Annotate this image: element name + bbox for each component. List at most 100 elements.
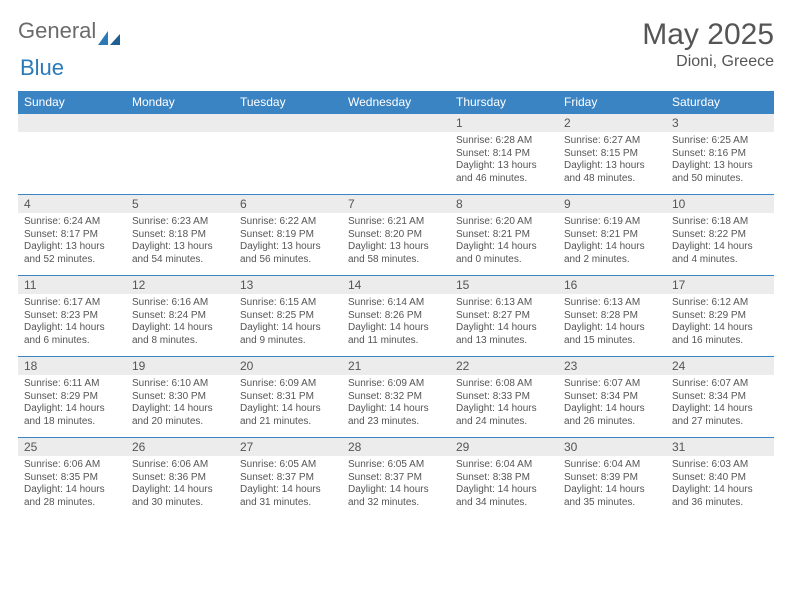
brand-part2: Blue [20,55,64,81]
day-cell: 11Sunrise: 6:17 AMSunset: 8:23 PMDayligh… [18,276,126,356]
calendar: Sunday Monday Tuesday Wednesday Thursday… [18,91,774,518]
day-cell: 28Sunrise: 6:05 AMSunset: 8:37 PMDayligh… [342,438,450,518]
sunset-text: Sunset: 8:21 PM [564,229,660,242]
day-cell: 15Sunrise: 6:13 AMSunset: 8:27 PMDayligh… [450,276,558,356]
daylight-text: Daylight: 13 hours and 50 minutes. [672,160,768,185]
day-cell: 5Sunrise: 6:23 AMSunset: 8:18 PMDaylight… [126,195,234,275]
day-body: Sunrise: 6:12 AMSunset: 8:29 PMDaylight:… [666,294,774,356]
day-body: Sunrise: 6:25 AMSunset: 8:16 PMDaylight:… [666,132,774,194]
sunrise-text: Sunrise: 6:21 AM [348,216,444,229]
daylight-text: Daylight: 14 hours and 6 minutes. [24,322,120,347]
sunrise-text: Sunrise: 6:06 AM [132,459,228,472]
day-number: 28 [342,438,450,456]
day-cell: 4 Sunrise: 6:24 AMSunset: 8:17 PMDaylight… [18,195,126,275]
day-number: 12 [126,276,234,294]
day-number: 20 [234,357,342,375]
sunset-text: Sunset: 8:29 PM [24,391,120,404]
day-body: Sunrise: 6:07 AMSunset: 8:34 PMDaylight:… [666,375,774,437]
sunrise-text: Sunrise: 6:16 AM [132,297,228,310]
sunset-text: Sunset: 8:37 PM [240,472,336,485]
sunset-text: Sunset: 8:23 PM [24,310,120,323]
day-cell: 13Sunrise: 6:15 AMSunset: 8:25 PMDayligh… [234,276,342,356]
daylight-text: Daylight: 13 hours and 54 minutes. [132,241,228,266]
daylight-text: Daylight: 14 hours and 31 minutes. [240,484,336,509]
day-cell: 24Sunrise: 6:07 AMSunset: 8:34 PMDayligh… [666,357,774,437]
day-cell: 26Sunrise: 6:06 AMSunset: 8:36 PMDayligh… [126,438,234,518]
sunrise-text: Sunrise: 6:27 AM [564,135,660,148]
sunset-text: Sunset: 8:15 PM [564,148,660,161]
sunrise-text: Sunrise: 6:25 AM [672,135,768,148]
day-cell: 23Sunrise: 6:07 AMSunset: 8:34 PMDayligh… [558,357,666,437]
day-body: Sunrise: 6:04 AMSunset: 8:39 PMDaylight:… [558,456,666,518]
daylight-text: Daylight: 14 hours and 26 minutes. [564,403,660,428]
day-cell: 21Sunrise: 6:09 AMSunset: 8:32 PMDayligh… [342,357,450,437]
sunrise-text: Sunrise: 6:24 AM [24,216,120,229]
day-cell: 6Sunrise: 6:22 AMSunset: 8:19 PMDaylight… [234,195,342,275]
daylight-text: Daylight: 14 hours and 9 minutes. [240,322,336,347]
day-body: Sunrise: 6:09 AMSunset: 8:32 PMDaylight:… [342,375,450,437]
sunrise-text: Sunrise: 6:07 AM [672,378,768,391]
day-number: 24 [666,357,774,375]
sail-icon [98,25,120,39]
day-number: 19 [126,357,234,375]
day-body: Sunrise: 6:06 AMSunset: 8:35 PMDaylight:… [18,456,126,518]
day-number: 4 [18,195,126,213]
day-body: Sunrise: 6:07 AMSunset: 8:34 PMDaylight:… [558,375,666,437]
sunrise-text: Sunrise: 6:04 AM [564,459,660,472]
sunrise-text: Sunrise: 6:10 AM [132,378,228,391]
day-number: 26 [126,438,234,456]
day-cell: 2Sunrise: 6:27 AMSunset: 8:15 PMDaylight… [558,114,666,194]
sunrise-text: Sunrise: 6:19 AM [564,216,660,229]
week-row: 18Sunrise: 6:11 AMSunset: 8:29 PMDayligh… [18,356,774,437]
daylight-text: Daylight: 13 hours and 52 minutes. [24,241,120,266]
daylight-text: Daylight: 14 hours and 23 minutes. [348,403,444,428]
day-cell: 27Sunrise: 6:05 AMSunset: 8:37 PMDayligh… [234,438,342,518]
sunrise-text: Sunrise: 6:08 AM [456,378,552,391]
day-cell: 31Sunrise: 6:03 AMSunset: 8:40 PMDayligh… [666,438,774,518]
day-number: 10 [666,195,774,213]
sunrise-text: Sunrise: 6:14 AM [348,297,444,310]
daylight-text: Daylight: 14 hours and 0 minutes. [456,241,552,266]
day-cell: 22Sunrise: 6:08 AMSunset: 8:33 PMDayligh… [450,357,558,437]
sunset-text: Sunset: 8:21 PM [456,229,552,242]
day-body [18,132,126,194]
day-body: Sunrise: 6:10 AMSunset: 8:30 PMDaylight:… [126,375,234,437]
week-row: 4Sunrise: 6:24 AMSunset: 8:17 PMDaylight… [18,194,774,275]
brand-logo: General [18,18,120,44]
day-body: Sunrise: 6:06 AMSunset: 8:36 PMDaylight:… [126,456,234,518]
daylight-text: Daylight: 14 hours and 18 minutes. [24,403,120,428]
daylight-text: Daylight: 14 hours and 20 minutes. [132,403,228,428]
day-number: 23 [558,357,666,375]
daylight-text: Daylight: 14 hours and 21 minutes. [240,403,336,428]
day-number: 8 [450,195,558,213]
sunset-text: Sunset: 8:34 PM [564,391,660,404]
sunset-text: Sunset: 8:20 PM [348,229,444,242]
day-number: 6 [234,195,342,213]
day-cell: 1Sunrise: 6:28 AMSunset: 8:14 PMDaylight… [450,114,558,194]
day-body [234,132,342,194]
sunset-text: Sunset: 8:31 PM [240,391,336,404]
sunset-text: Sunset: 8:33 PM [456,391,552,404]
sunset-text: Sunset: 8:25 PM [240,310,336,323]
sunrise-text: Sunrise: 6:15 AM [240,297,336,310]
day-body: Sunrise: 6:05 AMSunset: 8:37 PMDaylight:… [342,456,450,518]
day-cell [342,114,450,194]
day-cell: 12Sunrise: 6:16 AMSunset: 8:24 PMDayligh… [126,276,234,356]
sunrise-text: Sunrise: 6:04 AM [456,459,552,472]
sunset-text: Sunset: 8:38 PM [456,472,552,485]
sunset-text: Sunset: 8:28 PM [564,310,660,323]
day-number [234,114,342,132]
sunset-text: Sunset: 8:19 PM [240,229,336,242]
sunset-text: Sunset: 8:17 PM [24,229,120,242]
day-body: Sunrise: 6:09 AMSunset: 8:31 PMDaylight:… [234,375,342,437]
weekday-wed: Wednesday [342,91,450,113]
day-number [342,114,450,132]
week-row: 25Sunrise: 6:06 AMSunset: 8:35 PMDayligh… [18,437,774,518]
weekday-sat: Saturday [666,91,774,113]
daylight-text: Daylight: 14 hours and 13 minutes. [456,322,552,347]
day-body: Sunrise: 6:23 AMSunset: 8:18 PMDaylight:… [126,213,234,275]
sunrise-text: Sunrise: 6:05 AM [348,459,444,472]
sunrise-text: Sunrise: 6:06 AM [24,459,120,472]
weekday-thu: Thursday [450,91,558,113]
sunset-text: Sunset: 8:14 PM [456,148,552,161]
